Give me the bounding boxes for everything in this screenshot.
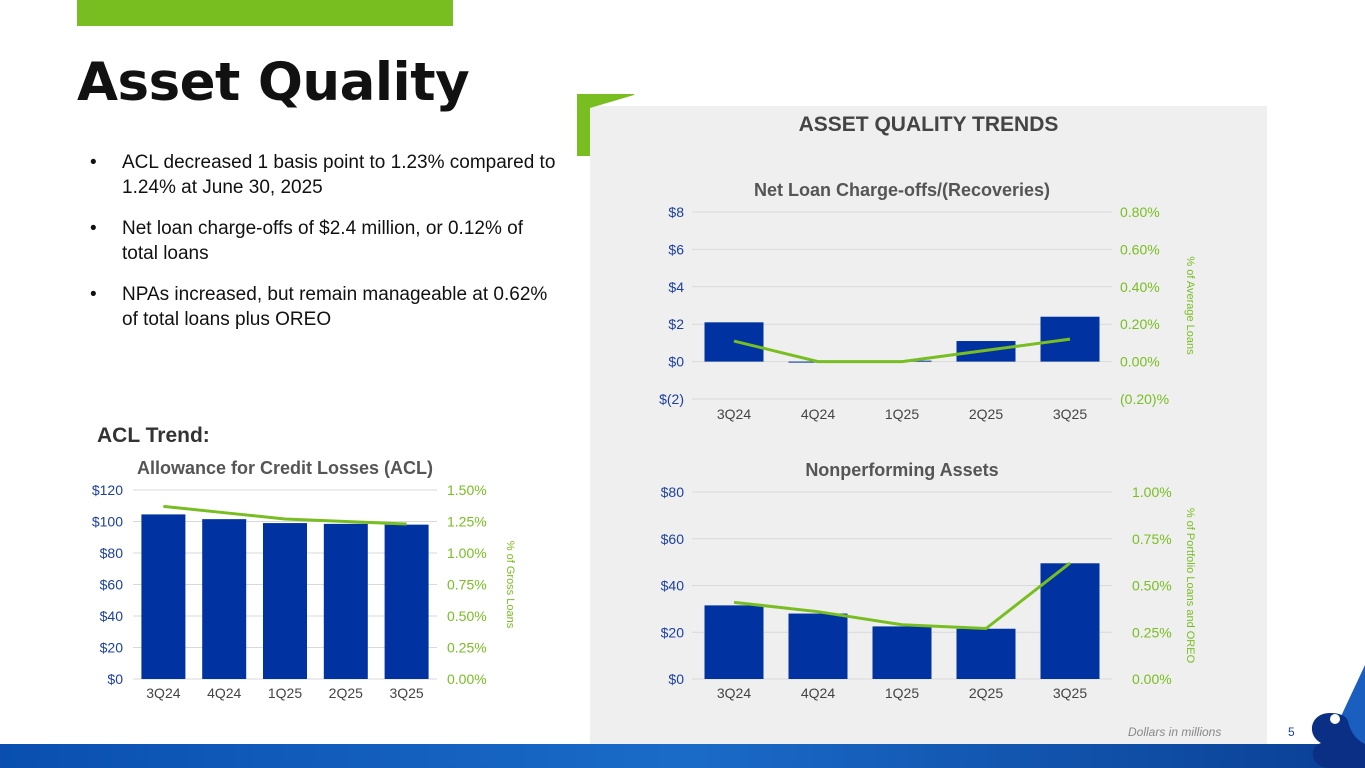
- y-right-tick-label: (0.20)%: [1120, 391, 1169, 407]
- bar: [202, 519, 247, 679]
- y-right-axis-title: % of Average Loans: [1184, 256, 1196, 355]
- footnote: Dollars in millions: [1128, 725, 1222, 739]
- y-right-tick-label: 0.00%: [447, 671, 487, 687]
- bar: [788, 613, 848, 679]
- x-category-label: 3Q25: [1053, 406, 1087, 422]
- acl-trend-label: ACL Trend:: [97, 424, 210, 447]
- y-left-tick-label: $2: [668, 316, 684, 332]
- y-right-tick-label: 1.25%: [447, 514, 487, 530]
- y-right-tick-label: 0.25%: [447, 640, 487, 656]
- y-left-tick-label: $0: [668, 671, 684, 687]
- bar: [872, 626, 932, 679]
- ampersand-logo-icon: [1311, 665, 1365, 768]
- page-number: 5: [1288, 725, 1295, 739]
- net-charge-offs-chart: Net Loan Charge-offs/(Recoveries) $(2) $0 $…: [659, 180, 1196, 422]
- y-right-tick-label: 0.00%: [1132, 671, 1172, 687]
- y-right-tick-label: 0.75%: [1132, 531, 1172, 547]
- y-right-tick-label: 1.50%: [447, 482, 487, 498]
- y-right-tick-label: 0.60%: [1120, 241, 1160, 257]
- y-right-tick-label: 0.25%: [1132, 624, 1172, 640]
- x-category-label: 3Q25: [389, 685, 423, 701]
- y-left-tick-label: $60: [100, 577, 124, 593]
- y-left-tick-label: $80: [100, 545, 124, 561]
- y-right-tick-label: 0.80%: [1120, 204, 1160, 220]
- y-right-tick-label: 0.40%: [1120, 279, 1160, 295]
- y-left-tick-label: $(2): [659, 391, 684, 407]
- bar: [956, 628, 1016, 679]
- y-right-tick-label: 0.75%: [447, 577, 487, 593]
- bar: [323, 523, 368, 679]
- nonperforming-assets-chart: Nonperforming Assets $0 $20 $40 $60 $80 0.00% 0…: [661, 460, 1196, 701]
- y-left-tick-label: $40: [100, 608, 124, 624]
- x-category-label: 4Q24: [207, 685, 241, 701]
- y-left-tick-label: $60: [661, 531, 685, 547]
- y-right-tick-label: 0.50%: [1132, 578, 1172, 594]
- y-right-tick-label: 1.00%: [447, 545, 487, 561]
- y-left-tick-label: $80: [661, 484, 685, 500]
- x-category-label: 2Q25: [969, 685, 1003, 701]
- bar: [704, 605, 764, 679]
- ratio-line: [163, 504, 407, 526]
- x-category-label: 3Q24: [717, 406, 751, 422]
- y-left-tick-label: $100: [92, 514, 123, 530]
- y-left-tick-label: $0: [107, 671, 123, 687]
- x-category-label: 2Q25: [969, 406, 1003, 422]
- y-left-tick-label: $120: [92, 482, 123, 498]
- y-right-tick-label: 0.50%: [447, 608, 487, 624]
- panel-title: ASSET QUALITY TRENDS: [798, 113, 1059, 136]
- y-left-tick-label: $0: [668, 354, 684, 370]
- y-left-tick-label: $40: [661, 578, 685, 594]
- x-category-label: 3Q24: [146, 685, 180, 701]
- bar: [384, 524, 429, 679]
- x-category-label: 4Q24: [801, 685, 835, 701]
- acl-chart: Allowance for Credit Losses (ACL) $0 $20 $4…: [92, 458, 516, 701]
- bottom-strip: [0, 744, 1365, 768]
- chart-title: Net Loan Charge-offs/(Recoveries): [754, 180, 1050, 200]
- y-right-tick-label: 1.00%: [1132, 484, 1172, 500]
- x-category-label: 1Q25: [885, 685, 919, 701]
- y-left-tick-label: $6: [668, 241, 684, 257]
- y-right-axis-title: % of Gross Loans: [504, 541, 516, 629]
- bullet-item: Net loan charge-offs of $2.4 million, or…: [90, 216, 560, 266]
- y-left-tick-label: $20: [661, 624, 685, 640]
- bar: [1040, 563, 1100, 679]
- y-right-tick-label: 0.20%: [1120, 316, 1160, 332]
- x-category-label: 2Q25: [329, 685, 363, 701]
- x-category-label: 1Q25: [885, 406, 919, 422]
- y-left-tick-label: $4: [668, 279, 684, 295]
- ratio-line: [733, 561, 1071, 631]
- y-left-tick-label: $8: [668, 204, 684, 220]
- corner-accent-icon: [577, 94, 634, 156]
- y-right-axis-title: % of Portfolio Loans and OREO: [1184, 508, 1196, 664]
- bullet-item: ACL decreased 1 basis point to 1.23% com…: [90, 150, 560, 200]
- accent-bar: [77, 0, 453, 26]
- y-right-tick-label: 0.00%: [1120, 354, 1160, 370]
- page-title: Asset Quality: [77, 52, 470, 113]
- y-left-tick-label: $20: [100, 640, 124, 656]
- x-category-label: 3Q24: [717, 685, 751, 701]
- chart-title: Allowance for Credit Losses (ACL): [137, 458, 433, 478]
- ratio-line: [733, 337, 1071, 364]
- bar: [141, 514, 186, 679]
- bar: [263, 523, 307, 679]
- x-category-label: 3Q25: [1053, 685, 1087, 701]
- bullet-item: NPAs increased, but remain manageable at…: [90, 282, 560, 332]
- x-category-label: 4Q24: [801, 406, 835, 422]
- chart-title: Nonperforming Assets: [805, 460, 998, 480]
- x-category-label: 1Q25: [268, 685, 302, 701]
- bullet-list: ACL decreased 1 basis point to 1.23% com…: [90, 150, 560, 348]
